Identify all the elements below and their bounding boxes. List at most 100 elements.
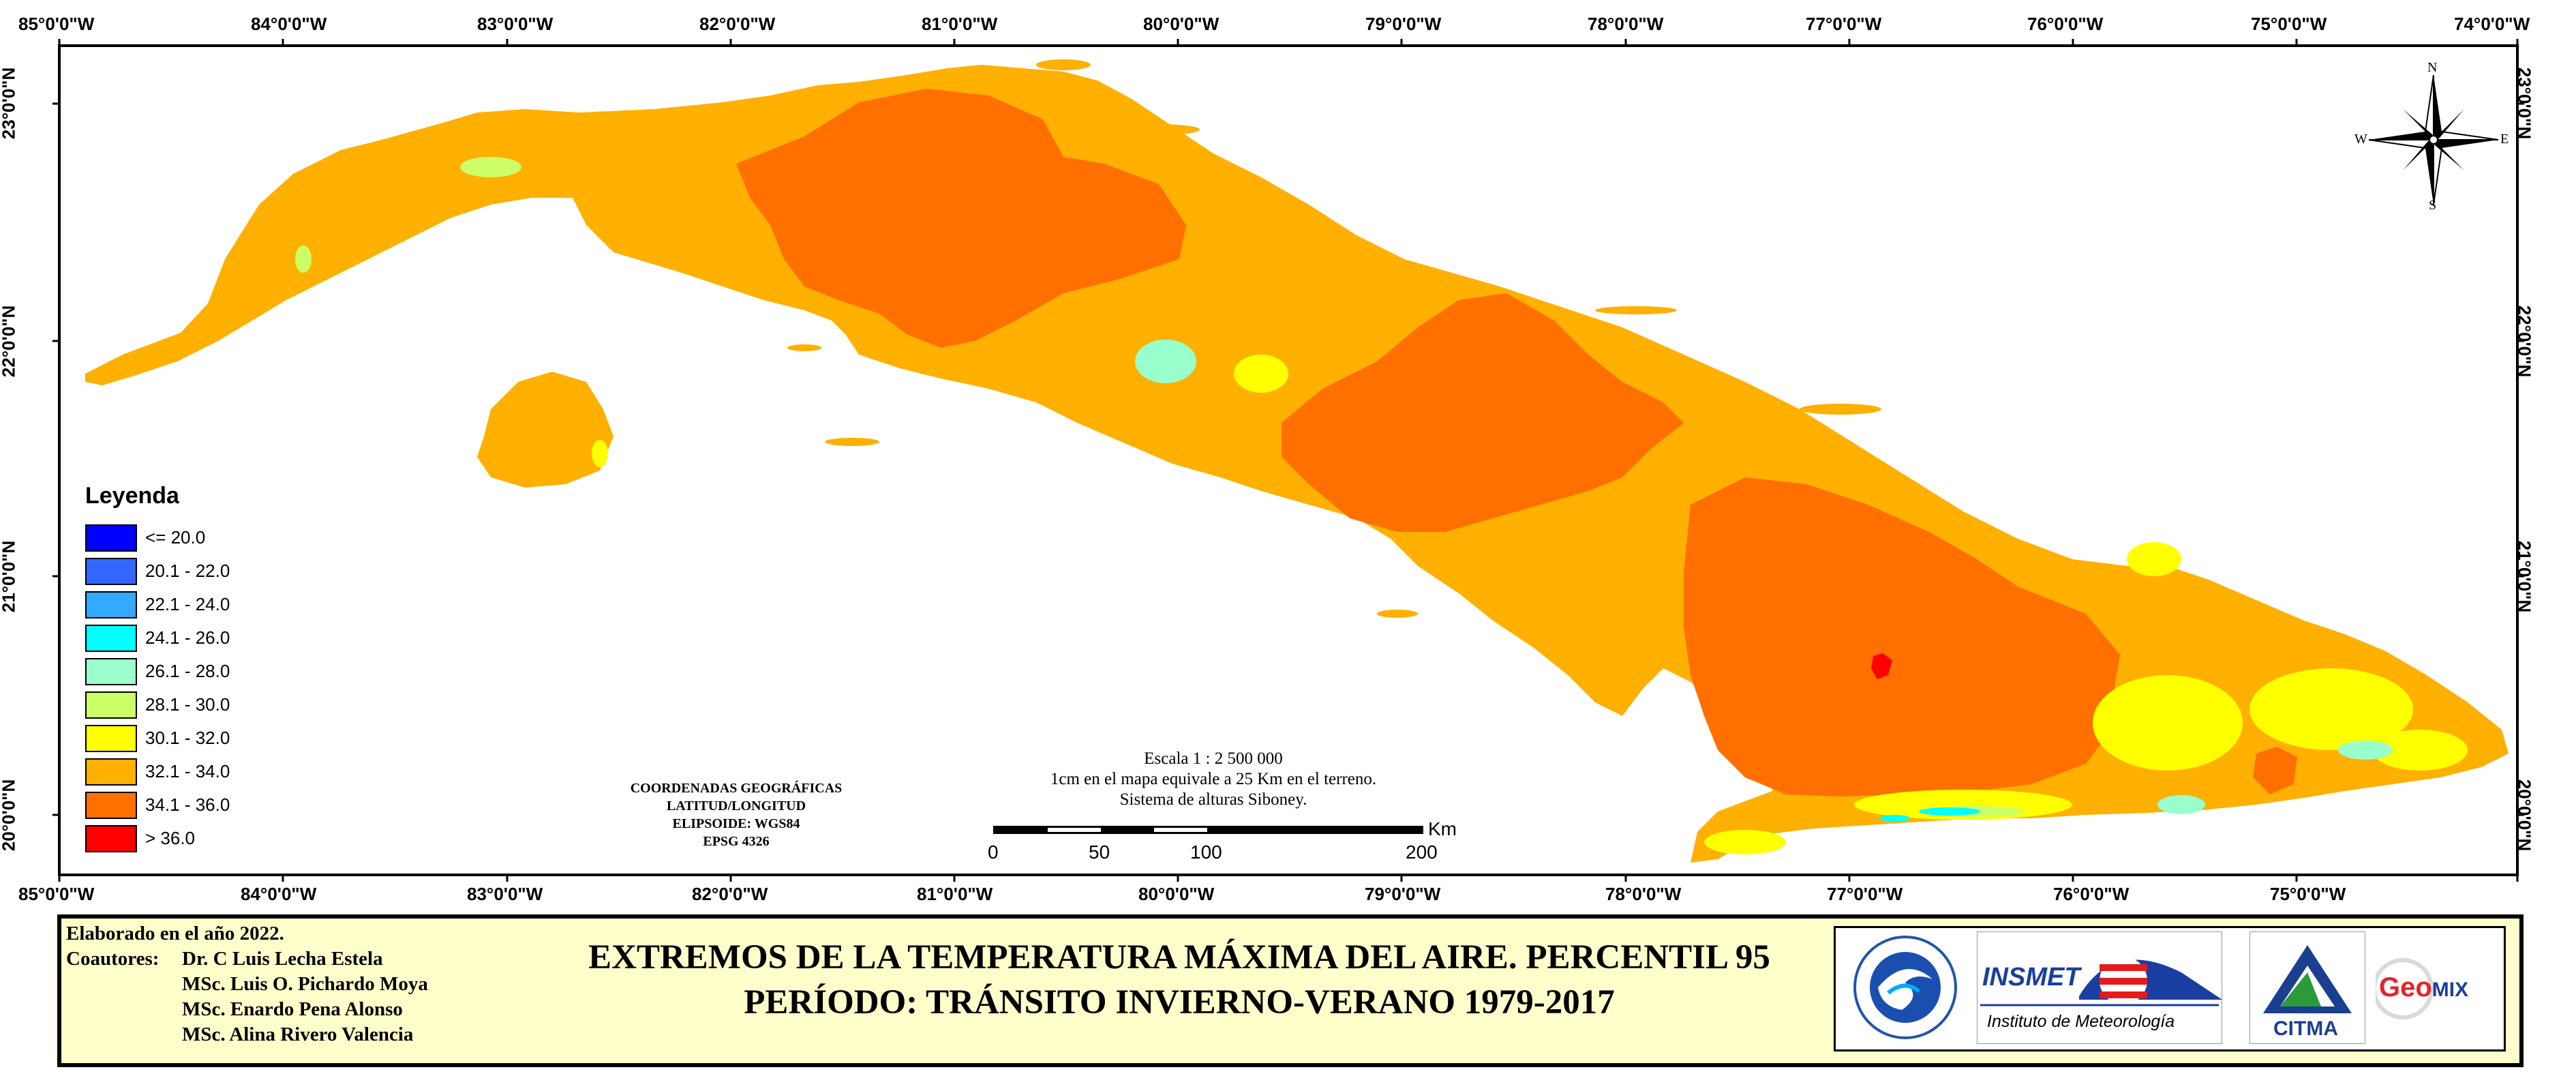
legend-swatch — [85, 524, 137, 552]
legend-label: 30.1 - 32.0 — [145, 728, 230, 748]
legend-swatch — [85, 557, 137, 585]
credits: Elaborado en el año 2022. Coautores: Dr.… — [66, 921, 543, 1047]
coordinate-system-note: COORDENADAS GEOGRÁFICAS LATITUD/LONGITUD… — [600, 779, 873, 850]
bottom-tick-label: 81°0'0"W — [917, 884, 993, 904]
temp-class-26-28 — [1135, 340, 2393, 814]
compass-rose-icon — [2368, 74, 2499, 205]
bottom-tick-label: 78°0'0"W — [1605, 884, 1682, 904]
legend-swatch — [85, 624, 137, 652]
lat-tick-label: 23°0'0"N — [0, 67, 19, 140]
compass-s: S — [2429, 198, 2437, 213]
legend-item: 34.1 - 36.0 — [85, 788, 290, 822]
top-tick-label: 84°0'0"W — [251, 14, 327, 34]
geomix-logo-text: GeoMIX — [2379, 972, 2468, 1003]
temp-class-24-26 — [1880, 807, 1980, 822]
temp-class-34-36 — [736, 89, 2297, 796]
bottom-tick-label: 85°0'0"W — [18, 884, 95, 904]
compass-n: N — [2427, 60, 2438, 75]
lat-tick-label: 20°0'0"N — [2514, 779, 2535, 852]
scale-tick-label: 0 — [988, 841, 999, 863]
legend-label: 24.1 - 26.0 — [145, 627, 230, 648]
coord-line: COORDENADAS GEOGRÁFICAS — [630, 781, 843, 796]
legend-item: 26.1 - 28.0 — [85, 655, 290, 688]
compass-e: E — [2500, 132, 2509, 147]
legend: Leyenda <= 20.0 20.1 - 22.0 22.1 - 24.0 … — [85, 483, 290, 855]
bottom-tick-label: 82°0'0"W — [692, 884, 768, 904]
scale-tick-label: 50 — [1089, 841, 1110, 863]
legend-swatch — [85, 824, 137, 852]
lat-tick-label: 23°0'0"N — [2514, 67, 2535, 140]
top-tick-label: 77°0'0"W — [1806, 14, 1882, 34]
temp-class-above-36 — [1871, 653, 1892, 679]
coauthors: Coautores: Dr. C Luis Lecha Estela — [66, 946, 543, 972]
bottom-tick-label: 80°0'0"W — [1138, 884, 1215, 904]
legend-label: 28.1 - 30.0 — [145, 694, 230, 715]
map-title: EXTREMOS DE LA TEMPERATURA MÁXIMA DEL AI… — [504, 935, 1854, 1025]
scale-unit: Km — [1428, 818, 1457, 839]
legend-swatch — [85, 724, 137, 752]
legend-item: > 36.0 — [85, 822, 290, 855]
lat-tick-label: 20°0'0"N — [0, 779, 19, 852]
legend-label: 34.1 - 36.0 — [145, 794, 230, 815]
legend-swatch — [85, 758, 137, 786]
bottom-tick-label: 79°0'0"W — [1365, 884, 1441, 904]
lat-tick-label: 21°0'0"N — [0, 540, 19, 613]
top-tick-label: 76°0'0"W — [2027, 14, 2104, 34]
legend-title: Leyenda — [85, 483, 179, 509]
bottom-tick-label: 75°0'0"W — [2270, 884, 2346, 904]
scale-note: Escala 1 : 2 500 000 1cm en el mapa equi… — [988, 749, 1438, 810]
scale-bar — [993, 826, 1423, 834]
top-tick-label: 78°0'0"W — [1588, 14, 1664, 34]
author-name: Dr. C Luis Lecha Estela — [182, 948, 383, 970]
legend-items: <= 20.0 20.1 - 22.0 22.1 - 24.0 24.1 - 2… — [85, 521, 290, 855]
bottom-tick-label: 76°0'0"W — [2053, 884, 2130, 904]
coord-line: EPSG 4326 — [703, 834, 770, 849]
lat-tick-label: 21°0'0"N — [2514, 540, 2535, 613]
legend-swatch — [85, 591, 137, 618]
scale-tick-label: 200 — [1406, 841, 1438, 863]
scale-tick-label: 100 — [1190, 841, 1222, 863]
legend-item: 28.1 - 30.0 — [85, 688, 290, 721]
legend-swatch — [85, 791, 137, 819]
insmet-logo-icon — [1977, 931, 2222, 1044]
legend-label: > 36.0 — [145, 828, 196, 848]
title-line: PERÍODO: TRÁNSITO INVIERNO-VERANO 1979-2… — [744, 983, 1615, 1021]
scale-line: Sistema de alturas Siboney. — [1119, 790, 1307, 809]
top-tick-label: 81°0'0"W — [922, 14, 998, 34]
insmet-logo-subtitle: Instituto de Meteorología — [1987, 1012, 2175, 1031]
lat-tick-label: 22°0'0"N — [2514, 305, 2535, 378]
top-tick-label: 79°0'0"W — [1365, 14, 1442, 34]
bottom-tick-label: 83°0'0"W — [467, 884, 543, 904]
coauthors-label: Coautores: — [66, 948, 160, 970]
weather-service-logo-icon — [1840, 931, 1970, 1044]
map-frame — [52, 39, 2524, 882]
coord-line: LATITUD/LONGITUD — [666, 799, 806, 814]
insmet-logo-text: INSMET — [1982, 963, 2080, 991]
scale-line: Escala 1 : 2 500 000 — [1144, 749, 1283, 768]
legend-label: 22.1 - 24.0 — [145, 594, 230, 614]
legend-label: 20.1 - 22.0 — [145, 561, 230, 581]
geomix-mix: MIX — [2431, 979, 2469, 1001]
legend-swatch — [85, 691, 137, 719]
lat-tick-label: 22°0'0"N — [0, 305, 19, 378]
legend-item: 24.1 - 26.0 — [85, 621, 290, 655]
top-tick-label: 74°0'0"W — [2454, 14, 2530, 34]
top-tick-label: 80°0'0"W — [1143, 14, 1219, 34]
made-in-year: Elaborado en el año 2022. — [66, 923, 284, 944]
bottom-tick-label: 77°0'0"W — [1827, 884, 1903, 904]
legend-label: 26.1 - 28.0 — [145, 661, 230, 681]
coord-line: ELIPSOIDE: WGS84 — [672, 816, 800, 831]
legend-item: 32.1 - 34.0 — [85, 755, 290, 788]
scale-line: 1cm en el mapa equivale a 25 Km en el te… — [1050, 770, 1377, 788]
author-name: MSc. Enardo Pena Alonso — [182, 998, 403, 1020]
bottom-tick-label: 84°0'0"W — [241, 884, 317, 904]
author-name: MSc. Luis O. Pichardo Moya — [182, 973, 428, 995]
graticule-ticks — [52, 39, 2524, 882]
legend-swatch — [85, 657, 137, 685]
legend-item: 20.1 - 22.0 — [85, 554, 290, 588]
legend-label: <= 20.0 — [145, 527, 206, 548]
citma-logo-text: CITMA — [2273, 1017, 2338, 1040]
author-name: MSc. Alina Rivero Valencia — [182, 1024, 414, 1045]
legend-item: 30.1 - 32.0 — [85, 721, 290, 755]
top-tick-label: 85°0'0"W — [18, 14, 95, 34]
